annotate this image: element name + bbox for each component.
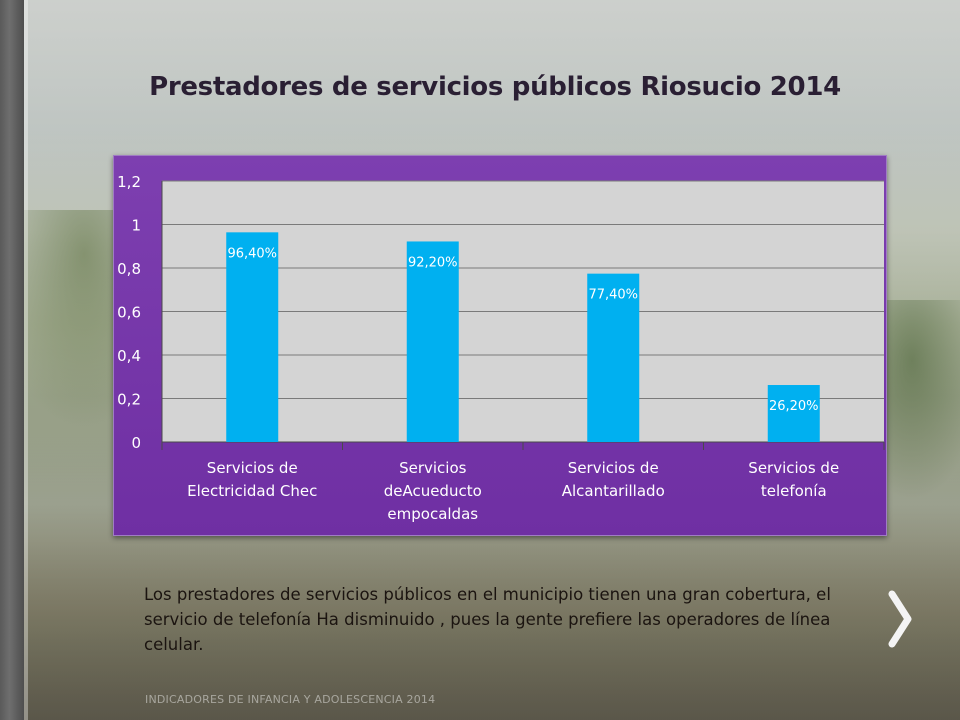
chevron-right-icon: [888, 590, 912, 648]
y-tick-label: 0,2: [117, 391, 141, 409]
x-tick-label-line: Servicios de: [568, 459, 659, 477]
x-tick-label: Servicios de Alcantarillado: [562, 459, 665, 500]
x-tick-label-line: Alcantarillado: [562, 482, 665, 500]
x-tick-label: Servicios deAcueducto empocaldas: [384, 459, 482, 523]
x-tick-label: Servicios de Electricidad Chec: [187, 459, 317, 500]
x-tick-label-line: telefonía: [761, 482, 827, 500]
x-tick-label-line: Electricidad Chec: [187, 482, 317, 500]
y-tick-label: 1,2: [117, 173, 141, 191]
y-tick-label: 1: [131, 217, 141, 235]
slide-footer: INDICADORES DE INFANCIA Y ADOLESCENCIA 2…: [145, 693, 436, 706]
next-slide-button[interactable]: [880, 584, 920, 654]
slide-title: Prestadores de servicios públicos Riosuc…: [149, 72, 841, 102]
bar: [767, 385, 820, 442]
left-side-bar: [0, 0, 24, 720]
bar: [406, 241, 459, 442]
x-tick-label-line: Servicios de: [748, 459, 839, 477]
data-label: 77,40%: [588, 288, 638, 303]
y-tick-label: 0,6: [117, 304, 141, 322]
bar-chart-svg: 0 0,2 0,4 0,6 0,8 1 1,2 96,40% Servicios de Elect…: [117, 173, 885, 523]
data-label: 96,40%: [227, 246, 277, 261]
x-tick-label-line: Servicios: [399, 459, 467, 477]
y-tick-label: 0,4: [117, 347, 141, 365]
left-side-bar-edge: [24, 0, 28, 720]
data-label: 26,20%: [769, 399, 819, 414]
data-label: 92,20%: [408, 255, 458, 270]
bar-chart: 0 0,2 0,4 0,6 0,8 1 1,2 96,40% Servicios de Elect…: [113, 155, 887, 536]
bar: [587, 273, 640, 442]
x-tick-label-line: empocaldas: [387, 505, 478, 523]
slide-caption: Los prestadores de servicios públicos en…: [144, 585, 831, 654]
bar: [226, 232, 279, 442]
x-tick-label: Servicios de telefonía: [748, 459, 839, 500]
y-tick-label: 0,8: [117, 260, 141, 278]
background-town: [20, 540, 960, 720]
x-tick-label-line: deAcueducto: [384, 482, 482, 500]
x-tick-label-line: Servicios de: [207, 459, 298, 477]
y-tick-label: 0: [131, 434, 141, 452]
